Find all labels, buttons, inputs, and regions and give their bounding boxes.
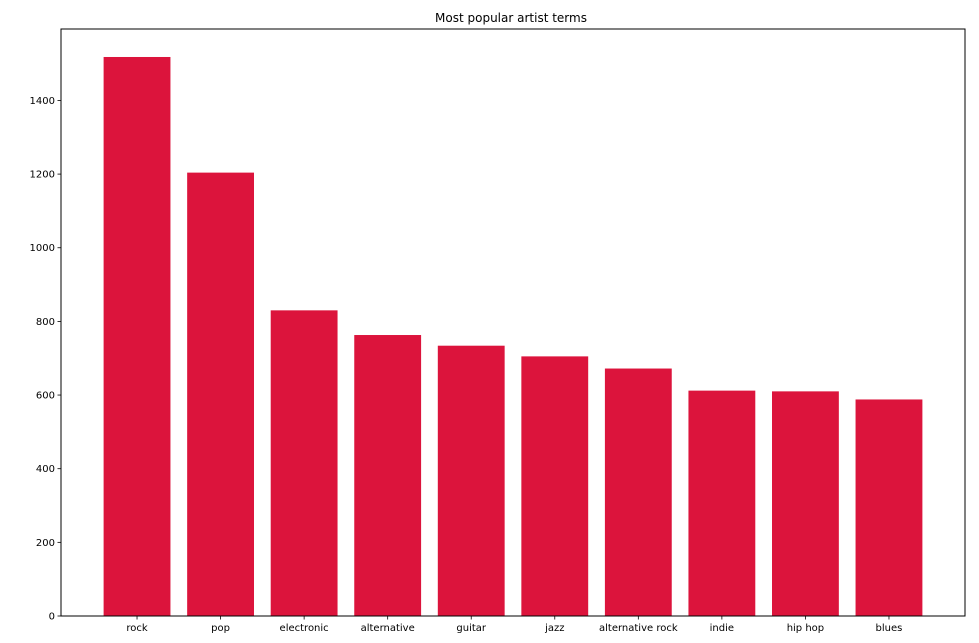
bar-hip-hop <box>772 391 839 616</box>
x-tick-label: pop <box>211 623 230 634</box>
y-tick-label: 600 <box>36 391 55 402</box>
x-tick-label: jazz <box>544 623 564 634</box>
chart-title: Most popular artist terms <box>435 11 587 25</box>
bar-pop <box>187 172 254 617</box>
x-tick-label: alternative rock <box>599 623 678 634</box>
x-tick-label: electronic <box>280 623 329 634</box>
plot-frame <box>60 28 966 617</box>
x-tick-label: blues <box>876 623 903 634</box>
bar-alternative <box>354 335 422 616</box>
y-tick-label: 400 <box>36 464 55 475</box>
y-axis: 0 200 400 600 800 1000 1200 1400 <box>30 96 61 623</box>
bar-alternative-rock <box>604 368 672 616</box>
y-tick-label: 800 <box>36 317 55 328</box>
bar-blues <box>855 399 923 616</box>
bar-guitar <box>437 345 505 616</box>
bar-electronic <box>270 310 338 616</box>
x-axis: rock pop electronic alternative guitar jazz al… <box>126 616 902 634</box>
y-tick-label: 200 <box>36 538 55 549</box>
y-tick-label: 0 <box>49 612 55 623</box>
bar-rock <box>103 56 171 617</box>
x-tick-label: alternative <box>361 623 415 634</box>
y-tick-label: 1000 <box>30 243 55 254</box>
x-tick-label: guitar <box>456 623 487 634</box>
y-tick-label: 1400 <box>30 96 55 107</box>
x-tick-label: indie <box>710 623 734 634</box>
bars-layer <box>103 56 923 617</box>
bar-jazz <box>521 356 589 616</box>
y-tick-label: 1200 <box>30 170 55 181</box>
x-tick-label: hip hop <box>787 623 824 634</box>
x-tick-label: rock <box>126 623 148 634</box>
bar-indie <box>688 390 756 616</box>
